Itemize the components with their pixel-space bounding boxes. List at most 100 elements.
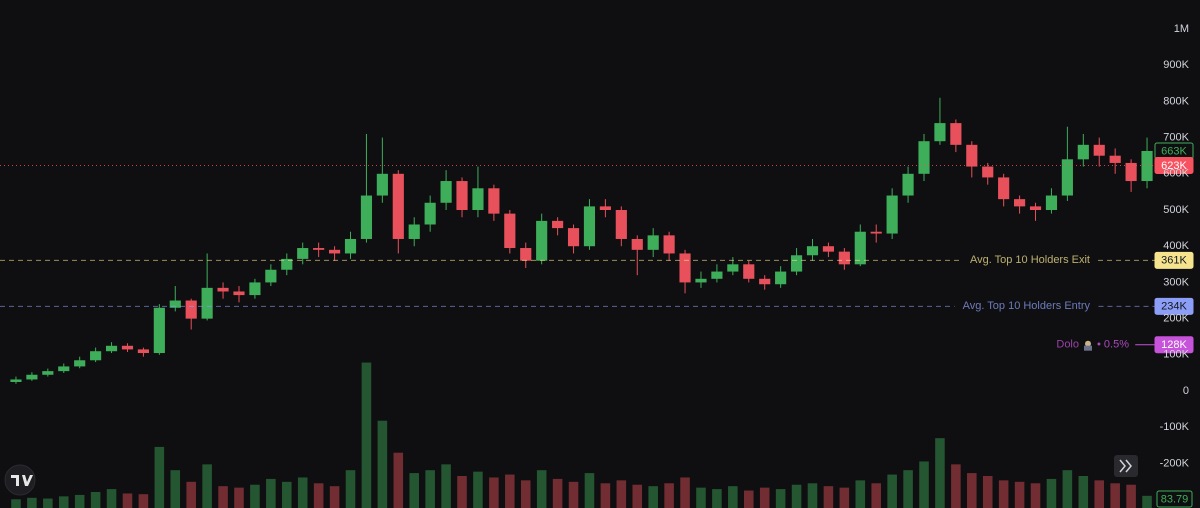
- candle-body: [58, 366, 70, 372]
- volume-bar: [1030, 483, 1041, 508]
- y-tick-label: 900K: [1163, 59, 1189, 71]
- candle-body: [775, 271, 787, 285]
- volume-bar: [234, 487, 244, 508]
- y-tick-label: 0: [1183, 385, 1189, 397]
- scroll-button[interactable]: [1114, 455, 1138, 477]
- price-label: 361K: [1161, 255, 1187, 267]
- candle-body: [552, 220, 564, 229]
- candle-body: [1093, 144, 1105, 156]
- price-line-name: Dolo: [1056, 339, 1079, 351]
- candle-body: [647, 235, 659, 250]
- volume-bar: [903, 470, 913, 508]
- volume-bar: [935, 438, 945, 508]
- volume-bar: [775, 489, 786, 508]
- volume-bar: [377, 420, 388, 508]
- volume-bar: [218, 486, 228, 508]
- volume-bar: [297, 477, 308, 508]
- candle-body: [599, 206, 611, 211]
- y-tick-label: 700K: [1163, 131, 1189, 143]
- candle-body: [743, 264, 755, 279]
- volume-bar: [154, 446, 165, 508]
- candle-body: [711, 271, 723, 279]
- volume-bar: [74, 494, 85, 508]
- volume-bar: [967, 473, 977, 508]
- candle-body: [26, 374, 38, 380]
- volume-bar: [1062, 470, 1073, 508]
- volume-bar: [43, 498, 53, 508]
- volume-bar: [425, 470, 435, 508]
- candle-body: [631, 238, 643, 250]
- candle-body: [567, 228, 580, 247]
- candle-body: [695, 278, 707, 283]
- price-line-detail: • 0.5%: [1097, 339, 1129, 351]
- volume-bar: [839, 487, 850, 508]
- volume-bars: 83.79: [11, 362, 1193, 508]
- volume-bar: [951, 464, 961, 508]
- volume-bar: [712, 489, 722, 508]
- candle-body: [408, 224, 420, 239]
- volume-bar: [250, 484, 260, 508]
- candle-body: [137, 349, 149, 354]
- candle-body: [806, 246, 819, 256]
- candle-body: [918, 141, 930, 174]
- candle-body: [1045, 195, 1058, 211]
- candle-body: [169, 300, 181, 308]
- candle-body: [870, 231, 882, 234]
- volume-bar: [361, 362, 372, 508]
- candle-body: [456, 181, 468, 211]
- candle-body: [392, 173, 404, 239]
- y-tick-label: 600K: [1163, 168, 1189, 180]
- candle-body: [1077, 144, 1089, 160]
- candle-body: [902, 173, 914, 196]
- price-label: 234K: [1161, 301, 1187, 313]
- y-tick-label: 1M: [1174, 23, 1189, 35]
- candle-body: [934, 123, 946, 142]
- volume-bar: [632, 484, 643, 508]
- volume-bar: [170, 470, 181, 508]
- volume-bar: [489, 477, 499, 508]
- volume-bar: [1142, 495, 1152, 508]
- logo[interactable]: [4, 464, 36, 496]
- volume-bar: [600, 483, 611, 508]
- volume-bar: [871, 483, 881, 508]
- candle-body: [679, 253, 691, 283]
- logo-glyph: [11, 475, 33, 486]
- candle-body: [329, 249, 341, 254]
- candle-body: [201, 287, 213, 319]
- volume-bar: [329, 486, 340, 508]
- scroll-button-bg: [1114, 455, 1138, 477]
- candle-body: [153, 307, 165, 354]
- volume-bar: [536, 470, 547, 508]
- candle-body: [10, 379, 22, 382]
- volume-bar: [441, 464, 451, 508]
- candle-body: [982, 166, 994, 178]
- candle-body: [583, 206, 596, 247]
- volume-bar: [791, 484, 802, 508]
- candle-body: [376, 173, 388, 196]
- volume-bar: [887, 474, 897, 508]
- candle-body: [854, 231, 866, 265]
- price-line-name: Avg. Top 10 Holders Exit: [970, 254, 1090, 266]
- price-label-box: [1154, 156, 1194, 174]
- price-label: 128K: [1161, 339, 1187, 351]
- candle-body: [217, 287, 229, 292]
- candles: [10, 97, 1153, 384]
- price-lines: 663K 623K Avg. Top 10 Holders Exit 361K Avg.…: [0, 142, 1194, 354]
- volume-bar: [584, 473, 595, 508]
- candle-body: [488, 188, 500, 214]
- price-label-box: [1154, 336, 1194, 354]
- candle-body: [297, 248, 309, 259]
- volume-bar: [58, 496, 69, 508]
- price-line-name: Avg. Top 10 Holders Entry: [963, 300, 1091, 312]
- y-tick-label: 200K: [1163, 313, 1189, 325]
- volume-bar: [807, 483, 818, 508]
- candle-body: [440, 181, 452, 203]
- candle-body: [504, 213, 516, 249]
- candle-body: [424, 202, 436, 225]
- candle-body: [360, 195, 373, 239]
- candle-body: [265, 269, 277, 283]
- volume-bar: [1094, 480, 1105, 508]
- candle-body: [74, 360, 86, 367]
- y-tick-label: 500K: [1163, 204, 1189, 216]
